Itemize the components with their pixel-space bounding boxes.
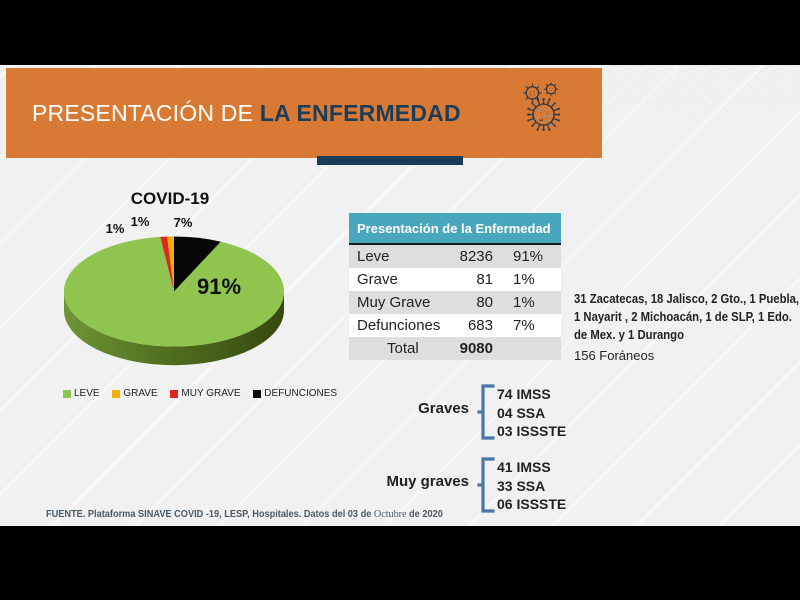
svg-text:1%: 1% [131,214,150,229]
svg-text:7%: 7% [174,215,193,230]
svg-text:1%: 1% [106,221,125,236]
svg-text:91%: 91% [197,274,241,299]
